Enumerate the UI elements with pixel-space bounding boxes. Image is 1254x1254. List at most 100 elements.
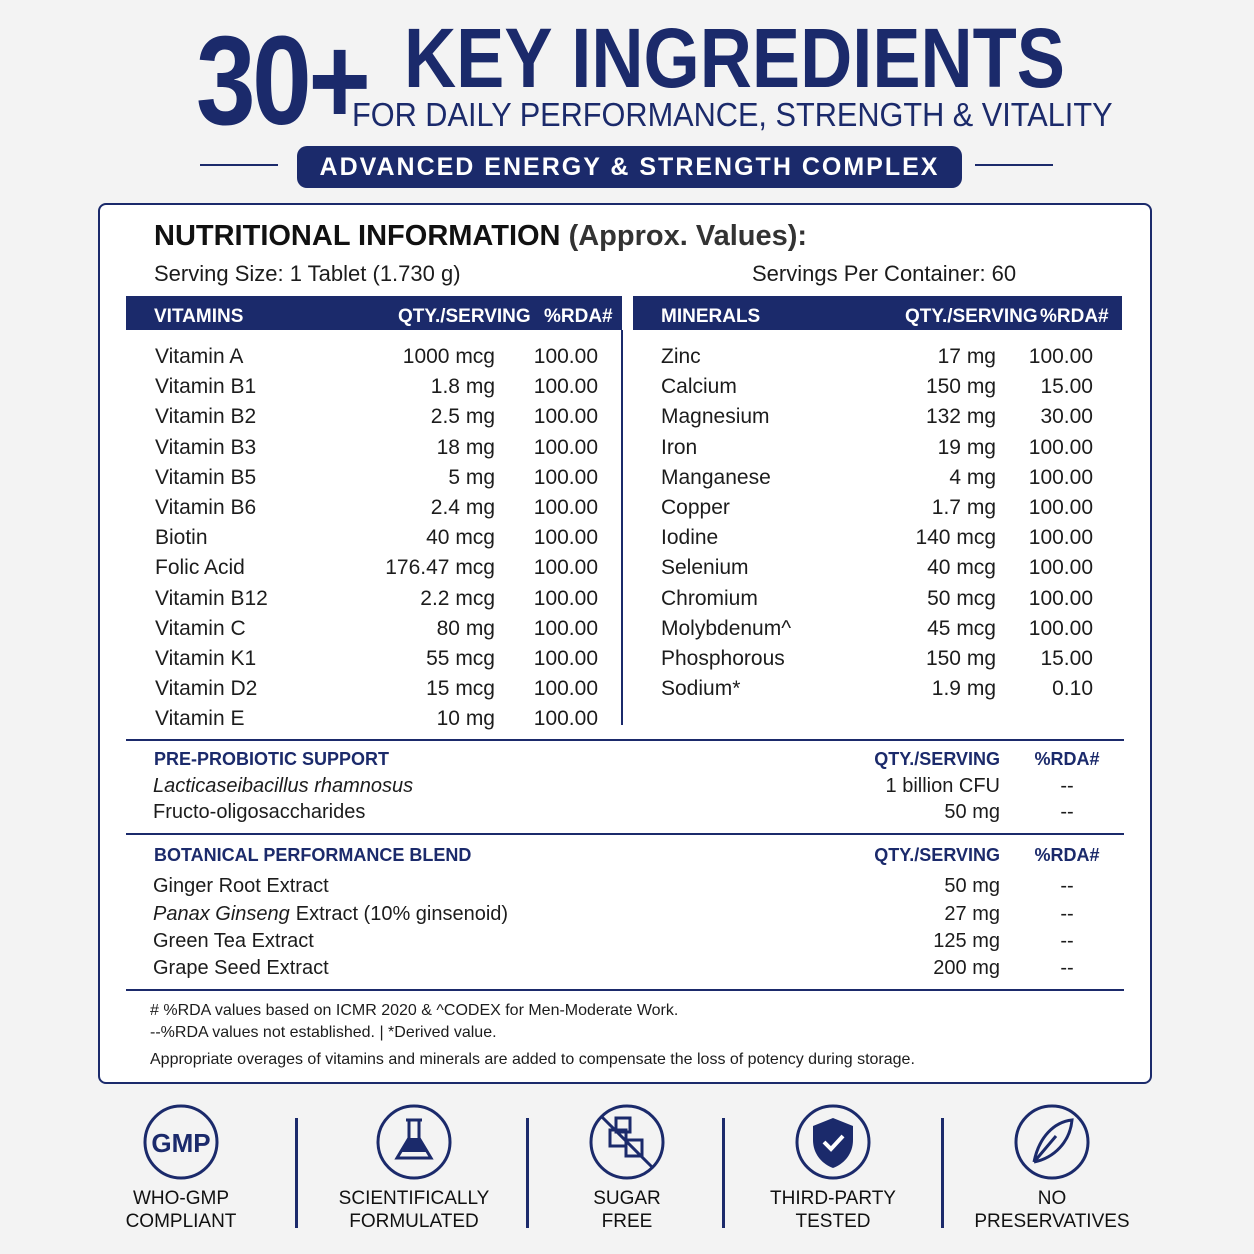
- section-header: QTY./SERVING: [874, 845, 1000, 865]
- badge-label: NO PRESERVATIVES: [952, 1187, 1152, 1233]
- rda: 100.00: [533, 405, 598, 429]
- italic-name: Lacticaseibacillus rhamnosus: [153, 775, 414, 797]
- ingredient-name: Lacticaseibacillus rhamnosus: [153, 774, 419, 798]
- badge-line: SCIENTIFICALLY: [338, 1188, 490, 1209]
- rule: [126, 989, 1124, 991]
- big-number: 30+: [196, 10, 371, 151]
- rda: 100.00: [1028, 556, 1093, 580]
- badge-line: FORMULATED: [349, 1211, 479, 1232]
- rda: 15.00: [1040, 647, 1093, 670]
- name: Ginger Root Extract: [153, 875, 329, 897]
- nutrient-name: Vitamin B6: [155, 496, 257, 519]
- ingredient-name: Ginger Root Extract: [153, 874, 329, 898]
- nutrient-name: Biotin: [155, 526, 208, 550]
- nutrient-name: Vitamin B5: [155, 465, 257, 489]
- quantity: 5 mg: [448, 465, 495, 489]
- rda: 100.00: [533, 345, 598, 368]
- footnote: # %RDA values based on ICMR 2020 & ^CODE…: [150, 1002, 679, 1019]
- quantity: 10 mg: [436, 707, 495, 731]
- rda: 100.00: [1028, 496, 1093, 519]
- quantity: 17 mg: [937, 345, 996, 368]
- quantity: 140 mcg: [915, 526, 996, 550]
- section-header: BOTANICAL PERFORMANCE BLEND: [154, 845, 472, 865]
- nutrient-name: Manganese: [661, 465, 771, 489]
- ingredient-name: Grape Seed Extract: [153, 956, 329, 980]
- nutrient-name: Vitamin E: [155, 707, 245, 731]
- rule: [200, 164, 278, 166]
- quantity: 125 mg: [933, 930, 1000, 952]
- column-header: VITAMINS: [154, 306, 244, 327]
- nutrient-name: Vitamin B1: [155, 375, 257, 399]
- nutrient-name: Vitamin B2: [155, 405, 257, 429]
- section-header: QTY./SERVING: [874, 749, 1000, 769]
- rda: 100.00: [533, 616, 598, 640]
- nutrient-name: Vitamin K1: [155, 647, 257, 670]
- quantity: 2.4 mg: [430, 496, 495, 519]
- nutrient-name: Selenium: [661, 556, 749, 580]
- rda: --: [1060, 775, 1074, 797]
- quantity: 1.7 mg: [931, 496, 996, 519]
- nutrient-name: Iodine: [661, 526, 719, 550]
- quantity: 40 mcg: [426, 526, 495, 550]
- badge-label: SCIENTIFICALLY FORMULATED: [314, 1187, 514, 1233]
- column-header: %RDA#: [1040, 306, 1109, 327]
- header-bar: [633, 296, 1122, 330]
- rule: [126, 833, 1124, 835]
- badges-icons: [143, 1104, 1090, 1228]
- gmp-icon-text: GMP: [151, 1128, 211, 1158]
- badge-label: WHO-GMP COMPLIANT: [81, 1187, 281, 1233]
- rda: 100.00: [533, 586, 598, 610]
- badge-line: COMPLIANT: [125, 1211, 237, 1232]
- rda: 100.00: [1028, 345, 1093, 368]
- subtitle: FOR DAILY PERFORMANCE, STRENGTH & VITALI…: [352, 96, 1113, 133]
- header-bar: [126, 296, 622, 330]
- quantity: 1.8 mg: [430, 375, 495, 399]
- nutrient-name: Chromium: [661, 586, 758, 610]
- title: NUTRITIONAL INFORMATION: [154, 220, 561, 252]
- quantity: 1.9 mg: [931, 677, 996, 701]
- rule: [126, 739, 1124, 741]
- badge-line: PRESERVATIVES: [974, 1211, 1130, 1232]
- quantity: 176.47 mcg: [385, 556, 495, 580]
- quantity: 1 billion CFU: [885, 775, 1000, 797]
- nutrient-name: Copper: [661, 496, 730, 519]
- rda: 100.00: [533, 707, 598, 731]
- rda: 100.00: [533, 647, 598, 670]
- quantity: 19 mg: [937, 435, 996, 459]
- section-header: %RDA#: [1034, 749, 1100, 769]
- rda: 100.00: [533, 465, 598, 489]
- footnote: --%RDA values not established. | *Derive…: [150, 1024, 497, 1041]
- section-header: PRE-PROBIOTIC SUPPORT: [154, 749, 390, 769]
- rda: --: [1060, 875, 1074, 897]
- nutrient-name: Calcium: [661, 375, 737, 399]
- banner: ADVANCED ENERGY & STRENGTH COMPLEX: [297, 146, 962, 188]
- ingredient-name: Panax Ginseng Extract (10% ginsenoid): [153, 902, 508, 926]
- nutrient-name: Vitamin C: [155, 616, 246, 640]
- badge-line: WHO-GMP: [132, 1188, 230, 1209]
- quantity: 150 mg: [925, 647, 996, 670]
- rda: 100.00: [1028, 526, 1093, 550]
- rda: 100.00: [533, 526, 598, 550]
- rda: 100.00: [533, 496, 598, 519]
- nutrient-name: Phosphorous: [661, 647, 785, 670]
- quantity: 132 mg: [925, 405, 996, 429]
- servings-per-container: Servings Per Container: 60: [752, 261, 1017, 286]
- rda: 30.00: [1040, 405, 1093, 429]
- rule: [975, 164, 1053, 166]
- rda: --: [1060, 903, 1074, 925]
- rda: 100.00: [1028, 586, 1093, 610]
- badge-label: THIRD-PARTY TESTED: [733, 1187, 933, 1233]
- rda: 100.00: [1028, 435, 1093, 459]
- rda: 100.00: [533, 677, 598, 701]
- ingredient-name: Fructo-oligosaccharides: [153, 800, 365, 824]
- rda: 100.00: [533, 435, 598, 459]
- nutrient-name: Molybdenum^: [661, 616, 792, 640]
- rda: 100.00: [1028, 616, 1093, 640]
- quantity: 50 mg: [944, 875, 1000, 897]
- quantity: 15 mcg: [426, 677, 495, 701]
- name: Grape Seed Extract: [153, 957, 329, 979]
- nutrient-name: Folic Acid: [155, 556, 245, 580]
- badge-label: SUGAR FREE: [527, 1187, 727, 1233]
- quantity: 200 mg: [933, 957, 1000, 979]
